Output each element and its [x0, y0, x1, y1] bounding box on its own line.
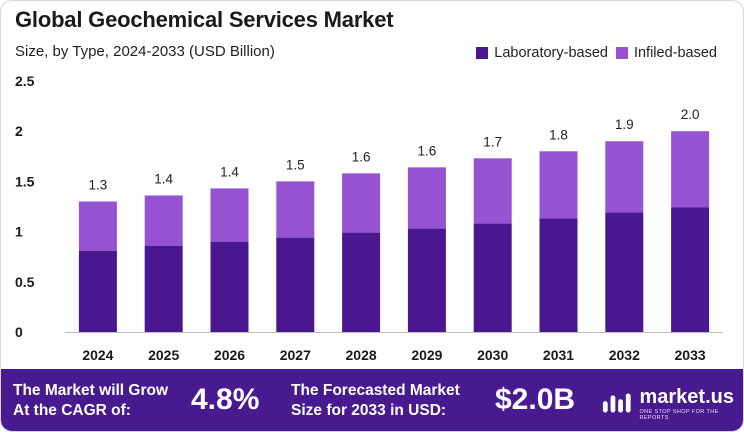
cagr-caption-line1: The Market will Grow — [13, 382, 169, 399]
bar-laboratory-2024 — [78, 250, 117, 332]
bar-total-label: 2.0 — [681, 107, 700, 122]
bar-laboratory-2025 — [144, 245, 183, 332]
bar-total-label: 1.4 — [220, 164, 239, 179]
brand-tagline: ONE STOP SHOP FOR THE REPORTS — [639, 409, 719, 421]
cagr-caption-line2: At the CAGR of: — [13, 402, 131, 419]
chart-legend: Laboratory-based Infiled-based — [476, 45, 717, 61]
brand-logo: market.us ONE STOP SHOP FOR THE REPORTS — [601, 386, 743, 421]
forecast-value: $2.0B — [495, 383, 576, 416]
x-tick-label: 2033 — [675, 347, 706, 363]
bar-laboratory-2031 — [539, 218, 578, 332]
chart-subtitle: Size, by Type, 2024-2033 (USD Billion) — [15, 43, 275, 60]
bar-laboratory-2033 — [671, 207, 710, 332]
legend-swatch-infiled — [615, 47, 628, 59]
x-tick-label: 2029 — [411, 347, 442, 363]
bar-infiled-2029 — [407, 167, 446, 229]
bar-laboratory-2028 — [342, 232, 381, 332]
bar-chart: 0 0.5 1 1.5 2 2.5 1.3 2024 1.4 2025 1.4 2026 1.5 2027… — [15, 73, 723, 363]
y-tick-label: 2.5 — [15, 73, 35, 89]
y-tick-label: 0.5 — [15, 274, 35, 290]
x-tick-label: 2032 — [609, 347, 640, 363]
bar-total-label: 1.4 — [154, 171, 173, 186]
bar-total-label: 1.3 — [89, 177, 108, 192]
bar-infiled-2024 — [78, 201, 117, 251]
bar-infiled-2026 — [210, 188, 249, 242]
legend-item-laboratory: Laboratory-based — [476, 45, 608, 61]
bar-laboratory-2026 — [210, 241, 249, 332]
legend-item-infiled: Infiled-based — [615, 45, 717, 61]
bar-laboratory-2027 — [276, 237, 315, 332]
cagr-value: 4.8% — [191, 383, 260, 416]
x-tick-label: 2028 — [346, 347, 377, 363]
y-tick-label: 2 — [15, 123, 23, 139]
y-tick-label: 0 — [15, 324, 23, 340]
forecast-caption-line1: The Forecasted Market — [291, 382, 460, 399]
bar-infiled-2028 — [342, 173, 381, 233]
bar-infiled-2030 — [473, 158, 512, 224]
chart-title: Global Geochemical Services Market — [15, 7, 394, 32]
legend-label-infiled: Infiled-based — [633, 45, 717, 61]
x-tick-label: 2030 — [477, 347, 508, 363]
forecast-caption: The Forecasted Market Size for 2033 in U… — [291, 381, 460, 421]
bar-total-label: 1.8 — [549, 127, 568, 142]
bar-infiled-2027 — [276, 181, 315, 238]
market-us-logo-icon — [602, 393, 631, 413]
x-tick-label: 2025 — [148, 347, 179, 363]
x-tick-label: 2027 — [280, 347, 311, 363]
legend-label-laboratory: Laboratory-based — [494, 45, 608, 61]
forecast-caption-line2: Size for 2033 in USD: — [291, 402, 447, 419]
bar-infiled-2033 — [671, 131, 710, 208]
bar-infiled-2032 — [605, 141, 644, 213]
legend-swatch-laboratory — [476, 47, 489, 59]
x-tick-label: 2024 — [82, 347, 113, 363]
bar-total-label: 1.7 — [483, 134, 502, 149]
bar-laboratory-2029 — [407, 228, 446, 332]
bar-total-label: 1.6 — [418, 143, 437, 158]
bar-infiled-2031 — [539, 151, 578, 219]
x-tick-label: 2026 — [214, 347, 245, 363]
x-tick-label: 2031 — [543, 347, 574, 363]
y-tick-label: 1 — [15, 224, 23, 240]
bar-laboratory-2032 — [605, 212, 644, 332]
bar-laboratory-2030 — [473, 223, 512, 332]
footer-banner: The Market will Grow At the CAGR of: 4.8… — [1, 369, 743, 431]
bar-total-label: 1.5 — [286, 157, 305, 172]
cagr-caption: The Market will Grow At the CAGR of: — [13, 381, 168, 421]
brand-name: market.us — [639, 386, 734, 408]
y-tick-label: 1.5 — [15, 173, 35, 189]
bar-total-label: 1.9 — [615, 117, 634, 132]
bar-infiled-2025 — [144, 195, 183, 246]
bar-total-label: 1.6 — [352, 149, 371, 164]
